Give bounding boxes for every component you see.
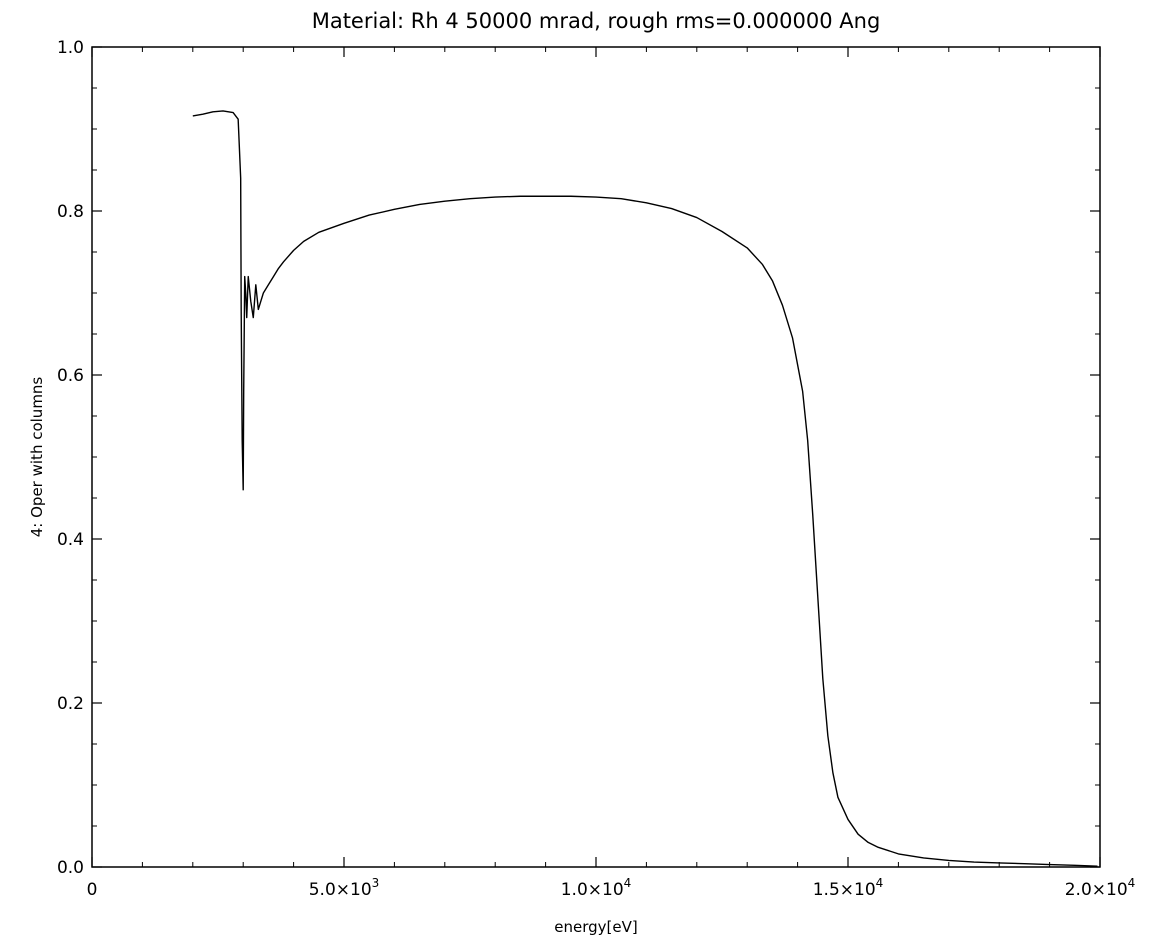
y-tick-label: 0.2 — [57, 694, 84, 714]
axis-ticks — [91, 46, 1101, 868]
x-tick-label: 0 — [87, 880, 98, 900]
x-tick-exponent: 4 — [1128, 876, 1136, 890]
chart-title: Material: Rh 4 50000 mrad, rough rms=0.0… — [312, 9, 881, 33]
y-tick-label: 0.6 — [57, 366, 84, 386]
x-tick-labels: 0 5.0×103 1.0×104 1.5×104 2.0×104 — [87, 876, 1136, 900]
data-line — [192, 110, 1098, 867]
x-tick-exponent: 4 — [624, 876, 632, 890]
x-tick-label: 2.0×104 — [1065, 876, 1136, 900]
x-tick-mantissa: 0 — [87, 880, 98, 900]
x-tick-exponent: 3 — [372, 876, 380, 890]
x-tick-label: 5.0×103 — [309, 876, 380, 900]
y-tick-label: 1.0 — [57, 38, 84, 58]
x-tick-exponent: 4 — [876, 876, 884, 890]
x-tick-mantissa: 1.0×10 — [561, 880, 624, 900]
y-tick-label: 0.4 — [57, 530, 84, 550]
x-tick-label: 1.5×104 — [813, 876, 884, 900]
x-tick-mantissa: 2.0×10 — [1065, 880, 1128, 900]
x-tick-label: 1.0×104 — [561, 876, 632, 900]
x-tick-mantissa: 1.5×10 — [813, 880, 876, 900]
x-axis-label: energy[eV] — [554, 918, 637, 936]
y-tick-label: 0.8 — [57, 202, 84, 222]
y-tick-label: 0.0 — [57, 858, 84, 878]
x-tick-mantissa: 5.0×10 — [309, 880, 372, 900]
y-axis-label: 4: Oper with columns — [28, 377, 46, 538]
y-tick-labels: 0.0 0.2 0.4 0.6 0.8 1.0 — [57, 38, 84, 878]
